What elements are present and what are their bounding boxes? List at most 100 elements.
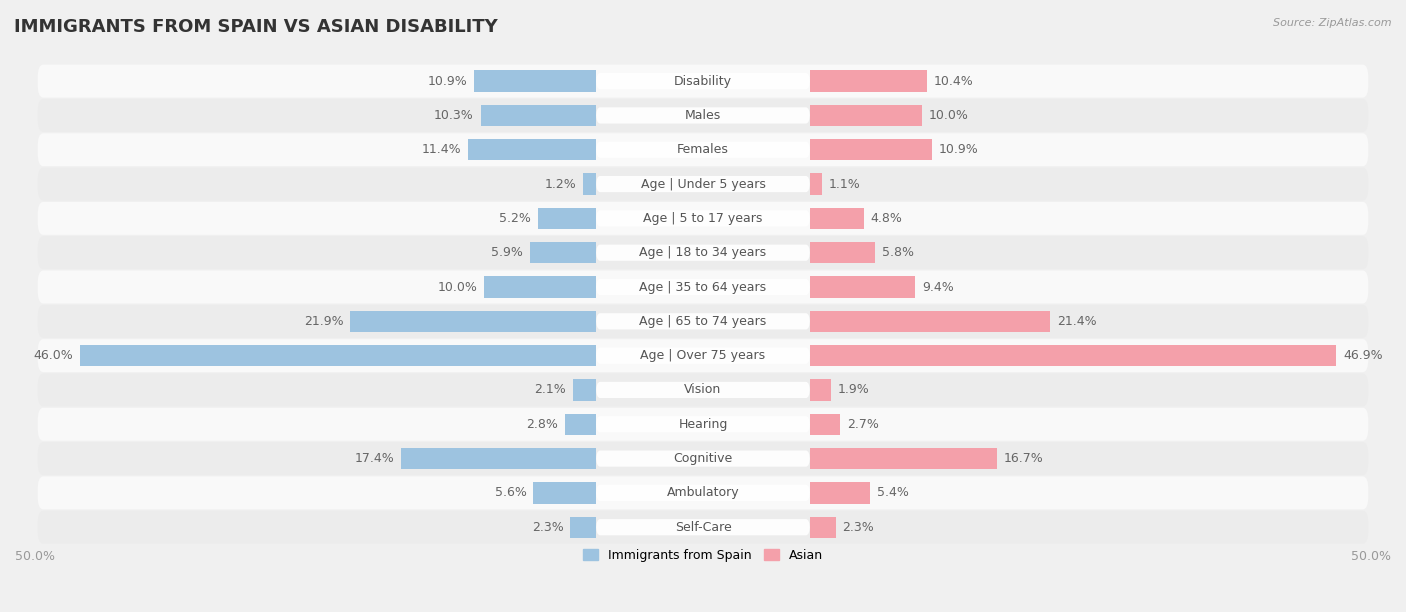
Text: 1.9%: 1.9% [838,384,870,397]
FancyBboxPatch shape [38,339,1368,372]
Text: Self-Care: Self-Care [675,521,731,534]
Bar [810,448,997,469]
Text: Vision: Vision [685,384,721,397]
Bar [810,482,870,504]
Text: Hearing: Hearing [678,418,728,431]
Text: 11.4%: 11.4% [422,143,461,156]
Bar [810,345,1336,366]
Text: 2.3%: 2.3% [531,521,564,534]
FancyBboxPatch shape [38,271,1368,304]
Text: 2.7%: 2.7% [846,418,879,431]
Text: 10.4%: 10.4% [934,75,973,88]
Text: 5.4%: 5.4% [877,487,910,499]
Bar [481,105,596,126]
FancyBboxPatch shape [596,450,810,467]
Text: 5.9%: 5.9% [491,246,523,259]
FancyBboxPatch shape [596,382,810,398]
FancyBboxPatch shape [596,313,810,329]
Text: Age | 35 to 64 years: Age | 35 to 64 years [640,280,766,294]
FancyBboxPatch shape [596,485,810,501]
Text: 2.3%: 2.3% [842,521,875,534]
Bar [810,242,875,263]
Text: 46.0%: 46.0% [34,349,73,362]
Text: 21.9%: 21.9% [304,315,343,328]
Bar [810,517,835,538]
Text: 10.0%: 10.0% [437,280,477,294]
Text: IMMIGRANTS FROM SPAIN VS ASIAN DISABILITY: IMMIGRANTS FROM SPAIN VS ASIAN DISABILIT… [14,18,498,36]
Text: 10.0%: 10.0% [929,109,969,122]
Bar [810,414,841,435]
Legend: Immigrants from Spain, Asian: Immigrants from Spain, Asian [578,544,828,567]
Text: 1.2%: 1.2% [544,177,576,190]
Text: Age | Under 5 years: Age | Under 5 years [641,177,765,190]
FancyBboxPatch shape [596,211,810,226]
Bar [810,139,932,160]
Bar [350,311,596,332]
FancyBboxPatch shape [38,408,1368,441]
Bar [810,105,922,126]
Bar [484,277,596,297]
FancyBboxPatch shape [38,133,1368,166]
Text: 1.1%: 1.1% [830,177,860,190]
FancyBboxPatch shape [38,476,1368,509]
Bar [537,207,596,229]
Text: Females: Females [678,143,728,156]
FancyBboxPatch shape [38,511,1368,543]
FancyBboxPatch shape [38,236,1368,269]
Text: Age | 18 to 34 years: Age | 18 to 34 years [640,246,766,259]
Bar [810,311,1050,332]
Text: Disability: Disability [673,75,733,88]
Bar [571,517,596,538]
FancyBboxPatch shape [596,519,810,536]
FancyBboxPatch shape [596,416,810,432]
FancyBboxPatch shape [596,348,810,364]
Text: 9.4%: 9.4% [922,280,953,294]
Text: 21.4%: 21.4% [1057,315,1097,328]
Text: 17.4%: 17.4% [354,452,394,465]
Text: Males: Males [685,109,721,122]
Text: Ambulatory: Ambulatory [666,487,740,499]
Text: 10.3%: 10.3% [434,109,474,122]
Bar [810,277,915,297]
FancyBboxPatch shape [596,279,810,295]
FancyBboxPatch shape [38,305,1368,338]
Text: Age | 5 to 17 years: Age | 5 to 17 years [644,212,762,225]
Text: Source: ZipAtlas.com: Source: ZipAtlas.com [1274,18,1392,28]
Text: Age | 65 to 74 years: Age | 65 to 74 years [640,315,766,328]
Bar [530,242,596,263]
Bar [582,173,596,195]
Text: 4.8%: 4.8% [870,212,903,225]
Bar [533,482,596,504]
FancyBboxPatch shape [596,73,810,89]
Bar [80,345,596,366]
Text: Age | Over 75 years: Age | Over 75 years [641,349,765,362]
FancyBboxPatch shape [596,245,810,261]
FancyBboxPatch shape [596,141,810,158]
Text: 5.6%: 5.6% [495,487,527,499]
FancyBboxPatch shape [38,442,1368,475]
FancyBboxPatch shape [596,176,810,192]
Text: Cognitive: Cognitive [673,452,733,465]
Bar [810,207,863,229]
Text: 2.1%: 2.1% [534,384,565,397]
Text: 46.9%: 46.9% [1343,349,1382,362]
Bar [468,139,596,160]
Bar [572,379,596,401]
Text: 10.9%: 10.9% [427,75,467,88]
FancyBboxPatch shape [38,65,1368,97]
Bar [401,448,596,469]
Bar [565,414,596,435]
Text: 5.8%: 5.8% [882,246,914,259]
Bar [810,173,823,195]
Text: 2.8%: 2.8% [526,418,558,431]
Bar [474,70,596,92]
FancyBboxPatch shape [38,168,1368,201]
Bar [810,379,831,401]
Text: 16.7%: 16.7% [1004,452,1043,465]
Bar [810,70,927,92]
Text: 10.9%: 10.9% [939,143,979,156]
FancyBboxPatch shape [596,107,810,124]
Text: 5.2%: 5.2% [499,212,531,225]
FancyBboxPatch shape [38,202,1368,235]
FancyBboxPatch shape [38,373,1368,406]
